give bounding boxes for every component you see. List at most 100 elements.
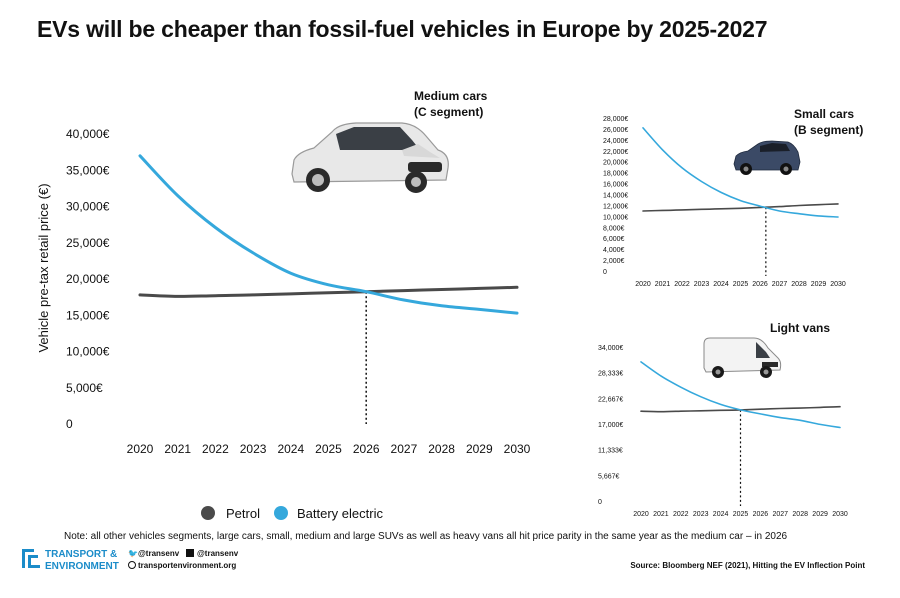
vans-y-tick-label: 0 <box>598 499 602 506</box>
twitter-icon: 🐦 <box>128 549 138 558</box>
small-series-petrol-line <box>642 203 839 212</box>
small-x-tick-label: 2026 <box>752 281 768 288</box>
small-x-tick-label: 2021 <box>655 281 671 288</box>
footnote: Note: all other vehicles segments, large… <box>64 531 788 542</box>
brand-name-line2: ENVIRONMENT <box>45 561 119 572</box>
source-credit: Source: Bloomberg NEF (2021), Hitting th… <box>630 561 865 570</box>
small-y-tick-label: 28,000€ <box>603 116 628 123</box>
medium-x-tick-label: 2030 <box>504 442 531 456</box>
small-y-tick-label: 20,000€ <box>603 160 628 167</box>
vans-x-tick-label: 2027 <box>773 511 789 518</box>
medium-cars-chart: Medium cars (C segment) Vehicle pre-tax … <box>36 89 531 456</box>
medium-x-tick-label: 2025 <box>315 442 342 456</box>
small-x-tick-label: 2025 <box>733 281 749 288</box>
page-title: EVs will be cheaper than fossil-fuel veh… <box>37 16 768 42</box>
light-vans-chart: Light vans 0 5,667€ 11,333€ 17,000€ 22,667€ 2… <box>598 321 848 518</box>
vans-x-tick-label: 2023 <box>693 511 709 518</box>
medium-x-tick-label: 2024 <box>277 442 304 456</box>
brand-name-line1: TRANSPORT & <box>45 549 117 560</box>
medium-y-tick-label: 25,000€ <box>66 236 110 250</box>
vans-x-tick-label: 2029 <box>812 511 828 518</box>
medium-series-petrol-line <box>138 285 519 298</box>
small-y-tick-label: 0 <box>603 269 607 276</box>
small-y-tick-label: 26,000€ <box>603 127 628 134</box>
medium-y-tick-label: 15,000€ <box>66 308 110 322</box>
small-x-tick-label: 2027 <box>772 281 788 288</box>
medium-x-tick-label: 2020 <box>127 442 154 456</box>
small-x-tick-label: 2020 <box>635 281 651 288</box>
small-y-tick-label: 14,000€ <box>603 193 628 200</box>
small-cars-subtitle: (B segment) <box>794 123 863 137</box>
medium-y-tick-label: 30,000€ <box>66 200 110 214</box>
light-vans-title: Light vans <box>770 321 830 335</box>
small-x-tick-label: 2024 <box>713 281 729 288</box>
small-series-electric-line <box>642 127 839 218</box>
vans-y-tick-label: 34,000€ <box>598 345 623 352</box>
medium-y-tick-label: 10,000€ <box>66 345 110 359</box>
medium-x-tick-label: 2027 <box>391 442 418 456</box>
vans-x-tick-label: 2021 <box>653 511 669 518</box>
small-y-tick-label: 18,000€ <box>603 171 628 178</box>
medium-y-tick-label: 40,000€ <box>66 127 110 141</box>
facebook-handle: @transenv <box>197 549 239 558</box>
vans-x-tick-label: 2024 <box>713 511 729 518</box>
small-y-tick-label: 24,000€ <box>603 138 628 145</box>
medium-cars-subtitle: (C segment) <box>414 105 483 119</box>
transport-environment-logo <box>22 549 40 568</box>
small-y-tick-label: 16,000€ <box>603 182 628 189</box>
website-link[interactable]: transportenvironment.org <box>138 561 236 570</box>
brand-block: TRANSPORT & ENVIRONMENT 🐦 @transenv @tra… <box>22 549 239 572</box>
vans-series-electric-line <box>640 361 841 429</box>
small-cars-chart: Small cars (B segment) 0 2,000€ 4,000€ 6,00… <box>603 107 863 288</box>
vans-y-tick-label: 22,667€ <box>598 396 623 403</box>
legend-electric-marker <box>274 506 288 520</box>
medium-y-tick-label: 5,000€ <box>66 381 103 395</box>
medium-x-tick-label: 2029 <box>466 442 493 456</box>
small-x-tick-label: 2029 <box>811 281 827 288</box>
small-y-tick-label: 8,000€ <box>603 225 625 232</box>
vans-y-tick-label: 5,667€ <box>598 473 620 480</box>
vans-y-tick-label: 11,333€ <box>598 448 623 455</box>
vans-x-tick-label: 2028 <box>792 511 808 518</box>
medium-cars-title: Medium cars <box>414 89 488 103</box>
small-y-tick-label: 10,000€ <box>603 214 628 221</box>
medium-x-tick-label: 2021 <box>164 442 191 456</box>
legend-petrol-label: Petrol <box>226 506 260 521</box>
small-car-icon <box>733 140 801 175</box>
legend: Petrol Battery electric <box>201 506 383 521</box>
small-y-tick-label: 22,000€ <box>603 149 628 156</box>
medium-x-tick-label: 2023 <box>240 442 267 456</box>
small-x-tick-label: 2028 <box>791 281 807 288</box>
twitter-handle: @transenv <box>138 549 180 558</box>
vans-y-tick-label: 17,000€ <box>598 422 623 429</box>
vans-x-tick-label: 2026 <box>753 511 769 518</box>
van-icon <box>703 337 782 378</box>
small-x-tick-label: 2023 <box>694 281 710 288</box>
small-cars-title: Small cars <box>794 107 854 121</box>
vans-x-tick-label: 2025 <box>733 511 749 518</box>
small-y-tick-label: 4,000€ <box>603 247 625 254</box>
facebook-icon <box>186 549 194 557</box>
vans-y-tick-label: 28,333€ <box>598 371 623 378</box>
vans-x-tick-label: 2022 <box>673 511 689 518</box>
medium-series-electric-line <box>138 154 519 315</box>
small-y-tick-label: 12,000€ <box>603 203 628 210</box>
medium-y-tick-label: 0 <box>66 417 73 431</box>
medium-y-tick-label: 35,000€ <box>66 163 110 177</box>
vans-x-tick-label: 2030 <box>832 511 848 518</box>
y-axis-label: Vehicle pre-tax retail price (€) <box>36 183 51 352</box>
medium-x-tick-label: 2028 <box>428 442 455 456</box>
globe-icon <box>128 561 136 569</box>
small-x-tick-label: 2022 <box>674 281 690 288</box>
medium-x-tick-label: 2026 <box>353 442 380 456</box>
car-icon <box>291 122 449 193</box>
small-y-tick-label: 2,000€ <box>603 258 625 265</box>
medium-x-tick-label: 2022 <box>202 442 229 456</box>
legend-electric-label: Battery electric <box>297 506 383 521</box>
legend-petrol-marker <box>201 506 215 520</box>
medium-y-tick-label: 20,000€ <box>66 272 110 286</box>
small-y-tick-label: 6,000€ <box>603 236 625 243</box>
vans-x-tick-label: 2020 <box>633 511 649 518</box>
small-x-tick-label: 2030 <box>830 281 846 288</box>
